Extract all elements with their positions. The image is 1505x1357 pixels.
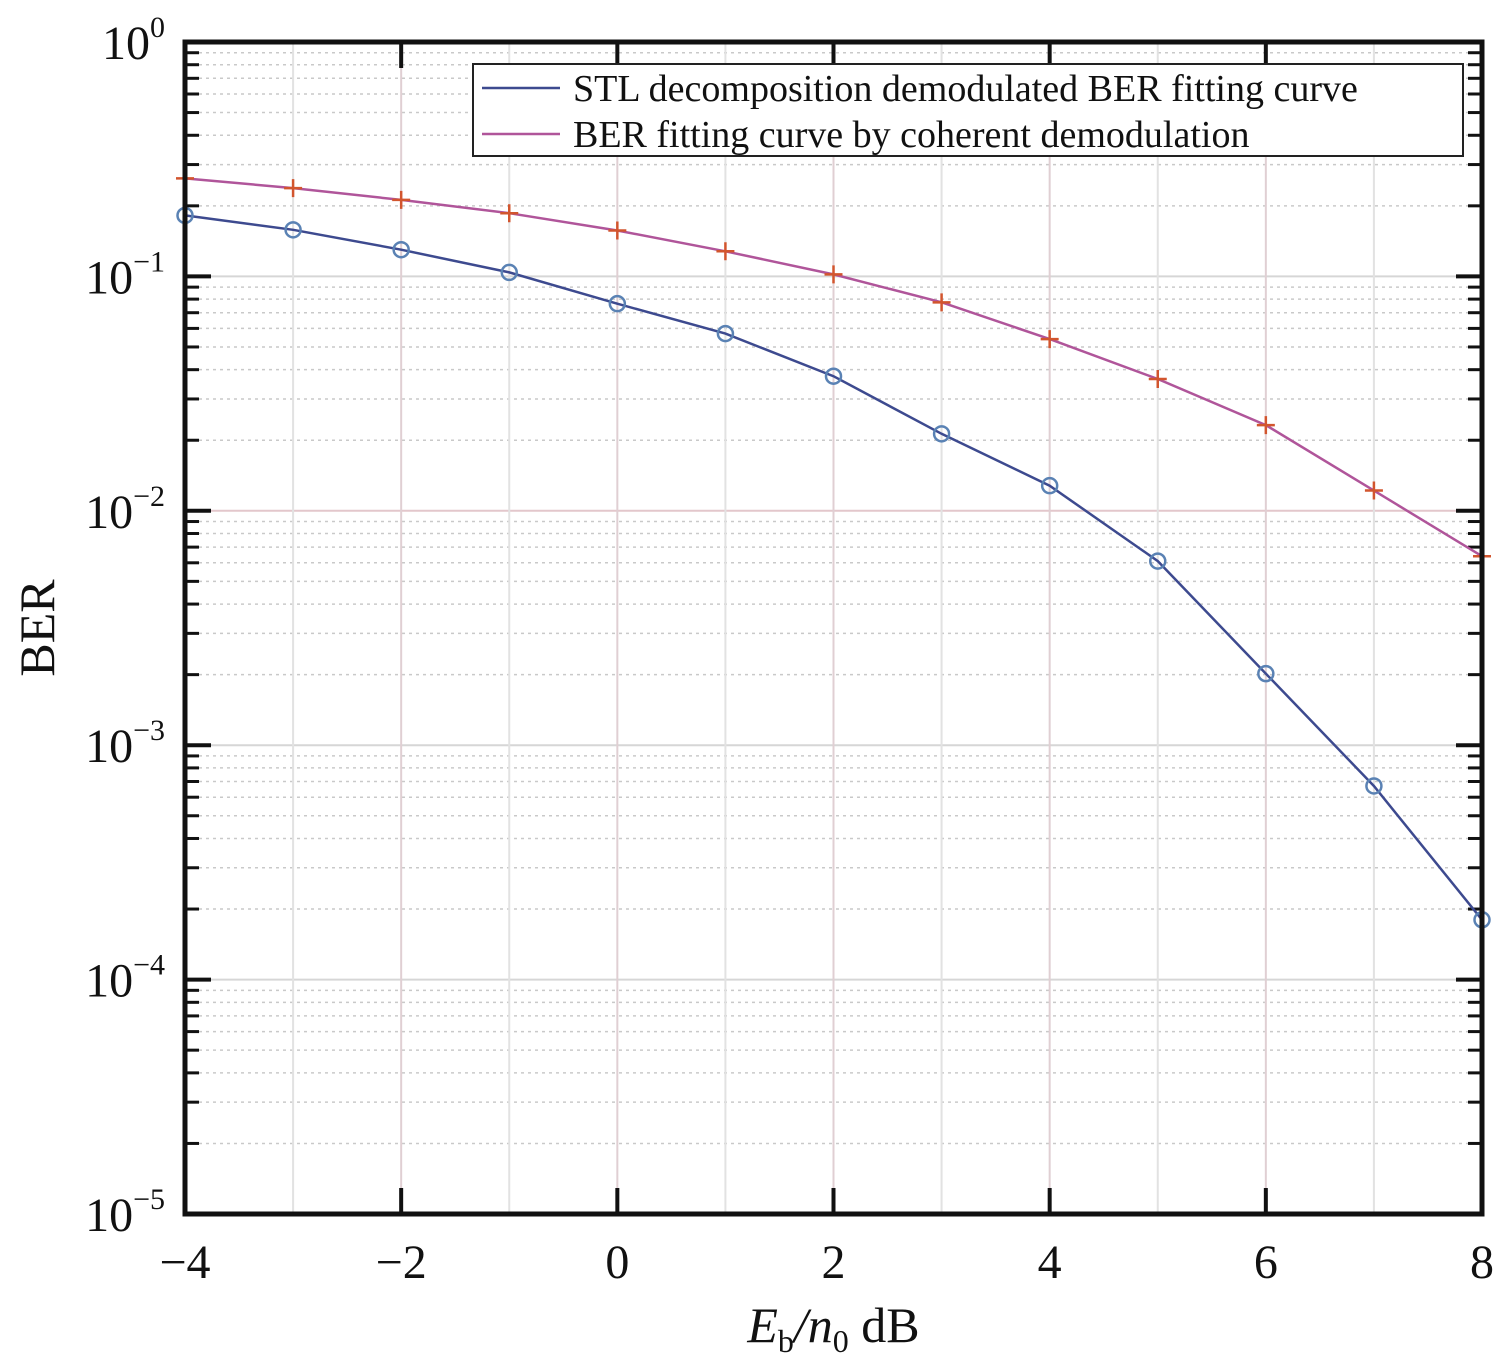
series-1-point — [824, 367, 843, 385]
y-tick-label-base: 10 — [85, 1189, 133, 1242]
y-tick-label: 10−2 — [85, 480, 165, 539]
y-axis-title: BER — [9, 579, 65, 677]
grid-layer — [185, 41, 1482, 1215]
y-tick-label-exponent: 0 — [150, 11, 165, 44]
y-tick-label-exponent: −4 — [133, 949, 165, 982]
series-1-point — [1149, 552, 1167, 570]
legend-box — [472, 63, 1464, 157]
series-2-point — [500, 204, 519, 223]
series-1-line — [184, 214, 1483, 921]
y-tick-label-base: 10 — [85, 720, 133, 773]
series-1-point — [284, 221, 302, 239]
y-tick-label-exponent: −1 — [133, 245, 165, 278]
y-tick-label-base: 10 — [85, 251, 133, 304]
x-tick-label: 8 — [1470, 1236, 1494, 1289]
y-tick-label: 10−5 — [85, 1183, 165, 1242]
series-2-point — [284, 179, 303, 198]
y-tick-label: 10−1 — [85, 245, 165, 304]
series-1-point — [932, 425, 951, 443]
x-tick-label: 4 — [1038, 1236, 1062, 1289]
series-2-point — [1040, 330, 1059, 349]
x-axis-title-slash: /n — [791, 1297, 833, 1353]
series-1-point — [392, 240, 410, 259]
series-2 — [176, 169, 1491, 566]
series-2-point — [932, 293, 951, 312]
series-2-point — [1148, 369, 1167, 388]
series-1-point — [716, 324, 735, 343]
y-tick-label-exponent: −2 — [133, 480, 165, 513]
legend: STL decomposition demodulated BER fittin… — [472, 63, 1464, 157]
series-layer — [176, 169, 1491, 929]
y-tick-label: 10−3 — [85, 714, 165, 773]
series-2-point — [1256, 416, 1275, 435]
x-tick-label: −2 — [376, 1236, 427, 1289]
series-1-point — [1040, 476, 1059, 495]
series-2-point — [824, 265, 843, 284]
x-tick-label: 0 — [605, 1236, 629, 1289]
y-tick-label-base: 10 — [85, 955, 133, 1008]
x-axis-title-unit: dB — [849, 1297, 920, 1353]
series-1-point — [500, 263, 518, 282]
plot-frame — [182, 39, 1485, 1217]
series-1-point — [608, 294, 627, 313]
x-tick-label: 6 — [1254, 1236, 1278, 1289]
y-tick-label-exponent: −5 — [133, 1183, 165, 1216]
legend-label-2: BER fitting curve by coherent demodulati… — [573, 114, 1249, 156]
series-2-point — [1364, 481, 1383, 500]
x-tick-label: 2 — [822, 1236, 846, 1289]
x-axis-title-sub2: 0 — [833, 1323, 849, 1357]
y-tick-label: 100 — [102, 11, 165, 70]
y-tick-label-base: 10 — [102, 17, 150, 70]
x-tick-label: −4 — [159, 1236, 210, 1289]
y-tick-label-exponent: −3 — [133, 714, 165, 747]
series-2-point — [392, 190, 411, 209]
legend-label-1: STL decomposition demodulated BER fittin… — [573, 68, 1358, 110]
series-2-point — [608, 221, 627, 240]
x-axis-title: Eb/n0 dB — [746, 1297, 919, 1357]
y-tick-label: 10−4 — [85, 949, 165, 1008]
series-1-point — [1365, 777, 1383, 795]
series-1-point — [1257, 664, 1275, 683]
x-axis-title-main: E — [746, 1297, 778, 1353]
x-axis-title-sub1: b — [778, 1323, 794, 1357]
series-2-point — [716, 242, 735, 261]
y-tick-label-base: 10 — [85, 486, 133, 539]
